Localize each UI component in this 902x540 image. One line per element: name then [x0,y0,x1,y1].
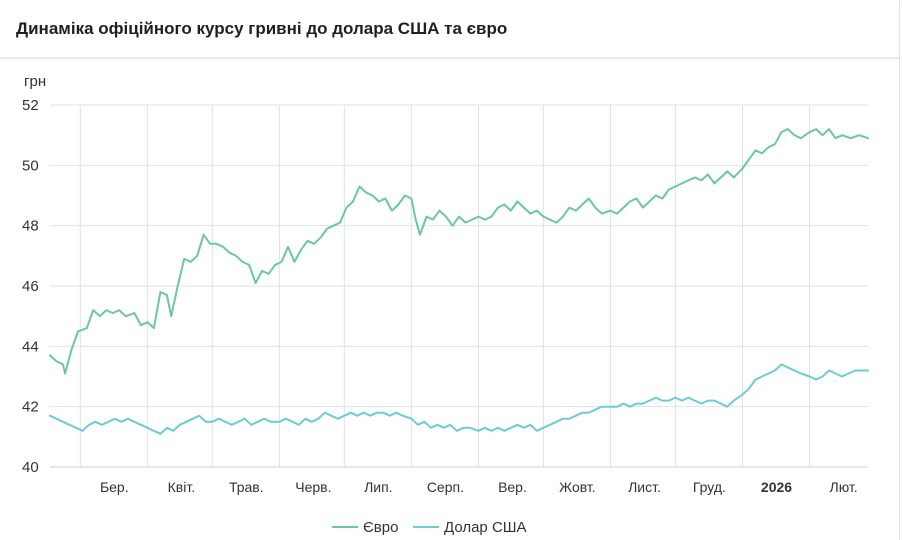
y-tick-label: 52 [22,97,39,114]
x-tick-label: Трав. [229,479,264,495]
y-tick-label: 46 [22,278,39,295]
x-tick-label: Лист. [628,479,661,495]
y-tick-label: 42 [22,399,39,416]
x-tick-label: Лют. [830,479,858,495]
y-axis-ticks: 40 42 44 46 48 50 52 [22,97,39,476]
x-tick-label: Лип. [364,479,392,495]
x-axis-ticks: Бер. Квіт. Трав. Черв. Лип. Серп. Вер. Жовт. Лис… [100,479,858,495]
y-tick-label: 40 [22,459,39,476]
legend-label-euro: Євро [363,519,398,536]
x-tick-label: Груд. [693,479,726,495]
x-tick-label: Бер. [100,479,129,495]
legend-item-usd[interactable]: Долар США [413,519,527,536]
chart-grid [50,104,868,468]
x-tick-label: Серп. [427,479,464,495]
y-axis-label: грн [24,73,46,90]
legend-item-euro[interactable]: Євро [332,519,398,536]
chart-title: Динаміка офіційного курсу гривні до дола… [16,19,508,38]
x-tick-label: Вер. [498,479,527,495]
chart-header: Динаміка офіційного курсу гривні до дола… [0,0,900,58]
x-tick-label: Черв. [295,479,331,495]
legend-label-usd: Долар США [444,519,527,536]
x-tick-label: Квіт. [168,479,195,495]
legend[interactable]: Євро Долар США [332,519,527,536]
x-tick-label: 2026 [761,479,792,495]
series-line-euro [49,128,869,375]
y-tick-label: 48 [22,218,39,235]
series-lines [49,128,869,435]
x-tick-label: Жовт. [559,479,595,495]
y-tick-label: 50 [22,157,39,174]
y-tick-label: 44 [22,338,39,355]
series-line-usd [49,363,869,435]
